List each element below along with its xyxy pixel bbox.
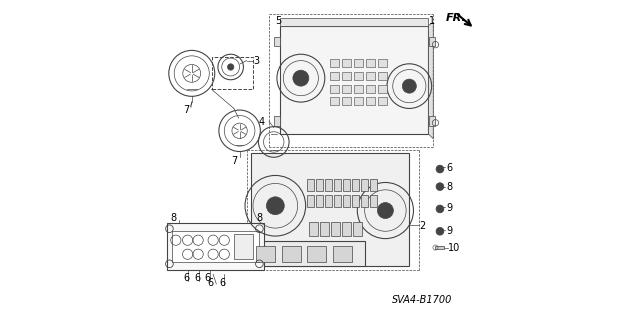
Bar [354,85,363,93]
Text: 10: 10 [448,243,461,253]
Bar [330,72,339,80]
Bar [330,97,339,105]
Text: 2: 2 [420,221,426,231]
Text: 7: 7 [183,105,189,115]
Text: 9: 9 [446,203,452,213]
Bar [354,97,363,105]
Polygon shape [252,241,365,266]
Text: 6: 6 [194,273,200,283]
Bar [435,246,444,249]
Bar [333,246,352,262]
Bar [307,179,314,191]
Bar [366,59,375,67]
Bar [353,222,362,236]
Circle shape [436,227,444,235]
Bar [352,195,359,207]
Bar [378,97,387,105]
Text: 6: 6 [205,273,211,283]
Bar [352,179,359,191]
Bar [212,57,253,89]
Text: 7: 7 [232,156,237,166]
Bar [334,179,341,191]
Bar [330,59,339,67]
Bar [366,85,375,93]
Bar [167,223,264,270]
Bar [429,37,435,46]
Bar [275,37,280,46]
Text: 3: 3 [253,56,260,66]
Text: SVA4-B1700: SVA4-B1700 [392,295,452,305]
Bar [370,179,377,191]
Bar [342,72,351,80]
Bar [330,85,339,93]
Bar [256,246,275,262]
Bar [354,72,363,80]
Bar [429,116,435,126]
Bar [331,222,340,236]
Circle shape [403,79,417,93]
Text: 6: 6 [219,278,225,288]
Text: 6: 6 [183,273,189,283]
Bar [366,72,375,80]
Bar [343,179,350,191]
Bar [361,179,368,191]
Bar [275,116,280,126]
Bar [316,195,323,207]
Bar [378,85,387,93]
Circle shape [436,205,444,213]
Bar [366,97,375,105]
Bar [342,59,351,67]
Text: 6: 6 [446,163,452,173]
Circle shape [266,197,284,215]
Polygon shape [252,153,410,266]
Circle shape [436,165,444,173]
Bar [342,222,351,236]
Bar [342,97,351,105]
Text: 4: 4 [259,117,265,127]
Circle shape [436,183,444,190]
Circle shape [293,70,309,86]
Bar [325,179,332,191]
Bar [370,195,377,207]
Bar [172,231,259,262]
Bar [325,195,332,207]
Bar [334,195,341,207]
Text: 1: 1 [428,16,435,26]
Bar [342,85,351,93]
Bar [307,246,326,262]
Bar [307,195,314,207]
Polygon shape [280,26,428,134]
Bar [282,246,301,262]
Polygon shape [428,22,433,139]
Polygon shape [280,18,428,26]
Bar [320,222,329,236]
Bar [354,59,363,67]
Bar [309,222,318,236]
Text: 5: 5 [275,16,282,26]
Bar [361,195,368,207]
Bar [378,59,387,67]
Text: FR.: FR. [446,12,467,23]
Circle shape [378,203,394,219]
Bar [378,72,387,80]
Bar [234,234,253,259]
Text: 9: 9 [446,226,452,236]
Bar [343,195,350,207]
Circle shape [227,64,234,70]
Text: 8: 8 [256,212,262,223]
Text: 6: 6 [208,278,214,288]
Text: 8: 8 [171,212,177,223]
Bar [316,179,323,191]
Text: 8: 8 [446,182,452,192]
